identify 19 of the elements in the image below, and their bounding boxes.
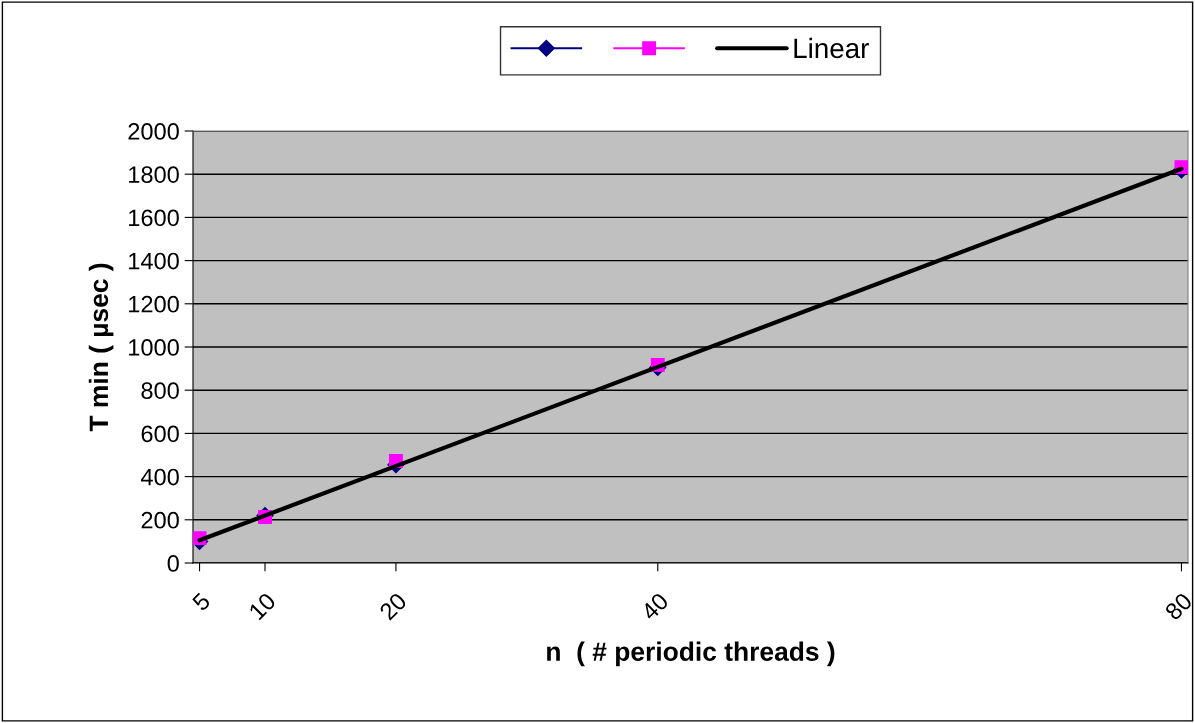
y-axis-title: T min ( µsec ) xyxy=(88,263,114,432)
x-tick-label: 20 xyxy=(378,591,408,621)
y-tick-label: 200 xyxy=(141,511,179,529)
y-tick-label: 0 xyxy=(167,555,179,572)
y-tick-label: 600 xyxy=(141,425,179,443)
y-tick-label: 800 xyxy=(141,382,179,399)
x-tick-label: 40 xyxy=(640,591,670,622)
x-tick-label: 80 xyxy=(1164,591,1194,621)
y-tick-label: 400 xyxy=(140,468,179,486)
x-tick-label: 10 xyxy=(248,591,277,621)
legend-label: Linear xyxy=(794,37,869,59)
y-tick-label: 1200 xyxy=(129,295,179,313)
y-tick-label: 2000 xyxy=(128,123,179,140)
y-tick-label: 1800 xyxy=(129,166,179,183)
y-tick-label: 1000 xyxy=(129,339,179,356)
y-tick-label: 1600 xyxy=(129,209,179,227)
y-tick-label: 1400 xyxy=(129,252,179,270)
x-tick-label: 5 xyxy=(191,592,212,612)
x-axis-title: n ( # periodic threads ) xyxy=(547,641,835,667)
